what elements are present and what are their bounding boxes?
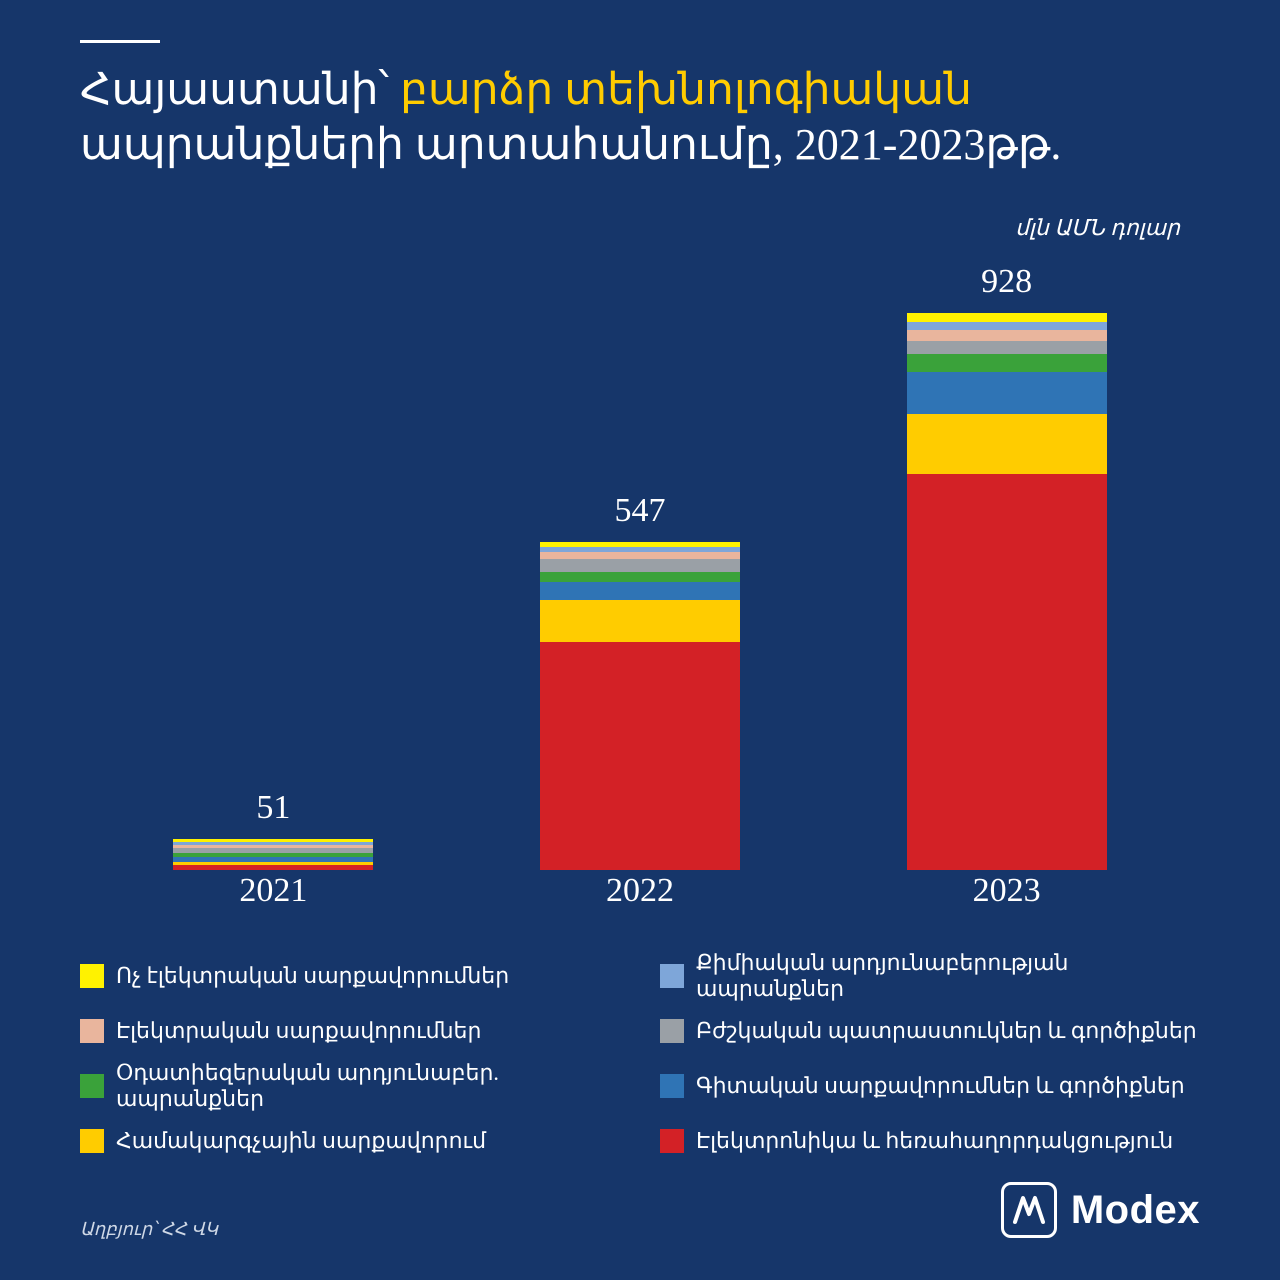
bar-segment-electronics <box>540 642 740 870</box>
legend-label: Էլեկտրոնիկա և հեռահաղորդակցություն <box>696 1128 1173 1154</box>
legend-item-electrical: Էլեկտրական սարքավորումներ <box>80 1018 620 1044</box>
bar-stack <box>540 542 740 870</box>
legend-swatch <box>80 1129 104 1153</box>
bar-segment-scientific <box>540 582 740 600</box>
xaxis-label: 2023 <box>907 872 1107 910</box>
legend-swatch <box>660 964 684 988</box>
page-title: Հայաստանի՝ բարձր տեխնոլոգիական ապրանքներ… <box>80 62 1200 172</box>
bar-segment-computer <box>540 600 740 642</box>
legend-label: Բժշկական պատրաստուկներ և գործիքներ <box>696 1018 1197 1044</box>
unit-label: մլն ԱՄՆ դոլար <box>1015 215 1180 241</box>
legend-label: Քիմիական արդյունաբերության ապրանքներ <box>696 950 1200 1002</box>
bar-segment-pharma <box>540 559 740 572</box>
title-accent: բարձր տեխնոլոգիական <box>400 65 972 114</box>
legend-swatch <box>80 1019 104 1043</box>
legend-label: Համակարգչային սարքավորում <box>116 1128 486 1154</box>
title-part1: Հայաստանի՝ <box>80 65 400 114</box>
legend-label: Օդատիեզերական արդյունաբեր. ապրանքներ <box>116 1060 620 1112</box>
bar-segment-electrical <box>907 330 1107 341</box>
legend-item-non_electrical: Ոչ էլեկտրական սարքավորումներ <box>80 950 620 1002</box>
bar-segment-electronics <box>173 865 373 870</box>
title-rule <box>80 40 160 43</box>
legend-swatch <box>80 964 104 988</box>
title-part2: ապրանքների արտահանումը, 2021-2023թթ. <box>80 120 1061 169</box>
bar-segment-pharma <box>907 341 1107 354</box>
bar-segment-electrical <box>540 552 740 559</box>
legend-item-computer: Համակարգչային սարքավորում <box>80 1128 620 1154</box>
legend-item-electronics: Էլեկտրոնիկա և հեռահաղորդակցություն <box>660 1128 1200 1154</box>
brand-logo: Modex <box>1001 1182 1200 1238</box>
legend-item-chemical: Քիմիական արդյունաբերության ապրանքներ <box>660 950 1200 1002</box>
bar-column: 51 <box>173 789 373 870</box>
legend-swatch <box>660 1129 684 1153</box>
legend-swatch <box>80 1074 104 1098</box>
bar-total-label: 928 <box>981 263 1032 301</box>
bar-column: 928 <box>907 263 1107 870</box>
legend-item-pharma: Բժշկական պատրաստուկներ և գործիքներ <box>660 1018 1200 1044</box>
xaxis-label: 2022 <box>540 872 740 910</box>
bar-segment-computer <box>907 414 1107 474</box>
brand-logo-icon <box>1001 1182 1057 1238</box>
bar-column: 547 <box>540 492 740 870</box>
legend-swatch <box>660 1074 684 1098</box>
chart-bars: 51547928 <box>90 270 1190 870</box>
legend-item-aerospace: Օդատիեզերական արդյունաբեր. ապրանքներ <box>80 1060 620 1112</box>
bar-segment-chemical <box>907 322 1107 330</box>
legend-label: Ոչ էլեկտրական սարքավորումներ <box>116 963 509 989</box>
stacked-bar-chart: 51547928 202120222023 <box>90 270 1190 910</box>
xaxis-label: 2021 <box>173 872 373 910</box>
bar-segment-aerospace <box>907 354 1107 372</box>
bar-segment-scientific <box>907 372 1107 414</box>
bar-segment-electronics <box>907 474 1107 870</box>
bar-segment-non_electrical <box>907 313 1107 321</box>
brand-logo-text: Modex <box>1071 1188 1200 1233</box>
bar-total-label: 547 <box>614 492 665 530</box>
bar-total-label: 51 <box>256 789 290 827</box>
legend-label: Էլեկտրական սարքավորումներ <box>116 1018 481 1044</box>
source-label: Աղբյուր՝ ՀՀ ՎԿ <box>80 1219 218 1240</box>
bar-stack <box>173 839 373 870</box>
bar-segment-aerospace <box>540 572 740 582</box>
legend-label: Գիտական սարքավորումներ և գործիքներ <box>696 1073 1185 1099</box>
legend-swatch <box>660 1019 684 1043</box>
chart-xaxis: 2021 2022 2023 <box>90 872 1190 910</box>
chart-legend: Ոչ էլեկտրական սարքավորումներ Քիմիական արդ… <box>80 950 1200 1154</box>
bar-stack <box>907 313 1107 870</box>
legend-item-scientific: Գիտական սարքավորումներ և գործիքներ <box>660 1060 1200 1112</box>
